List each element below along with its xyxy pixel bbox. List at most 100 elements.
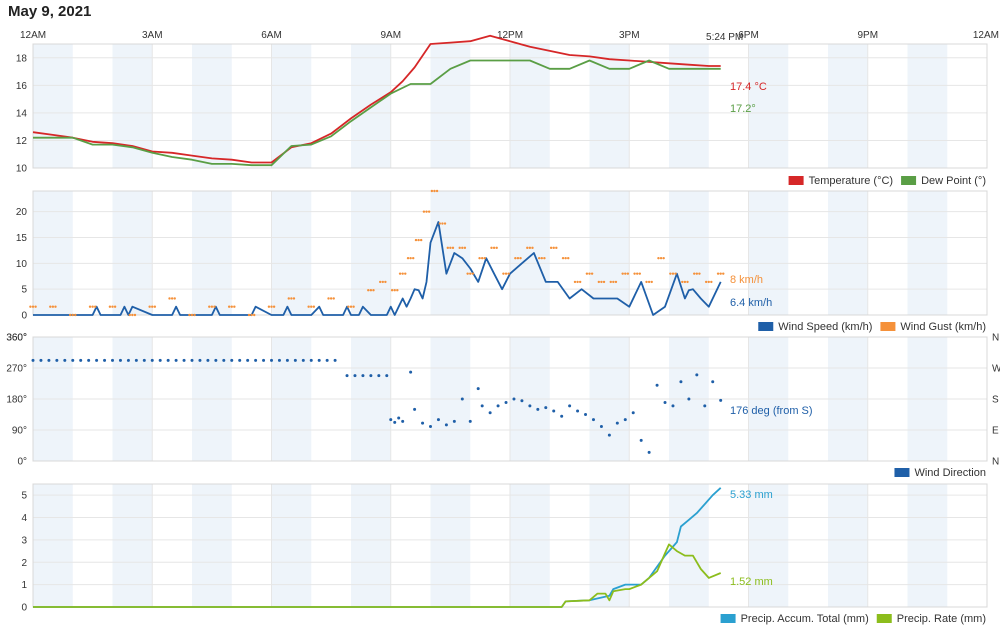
hour-band: [748, 484, 789, 607]
wind-gust-point: [614, 280, 618, 284]
wind-gust-point: [686, 280, 689, 284]
wind-gust-point: [693, 272, 696, 275]
wind-gust-point: [327, 297, 330, 300]
wind-gust-point: [719, 272, 722, 275]
wind-direction-point: [254, 358, 258, 362]
wind-direction-point: [413, 407, 417, 411]
wind-direction-point: [285, 358, 289, 362]
y-tick-label: 90°: [12, 426, 27, 437]
current-value-label: 8 km/h: [730, 274, 763, 286]
hour-band: [510, 484, 550, 607]
hour-band: [192, 484, 232, 607]
wind-direction-point: [182, 358, 186, 362]
hour-band: [748, 44, 789, 168]
wind-direction-point: [325, 358, 329, 362]
hour-label: 12AM: [20, 30, 46, 41]
wind-direction-point: [436, 418, 440, 422]
wind-gust-point: [435, 189, 439, 193]
wind-direction-point: [134, 358, 138, 362]
wind-gust-point: [707, 280, 710, 284]
wind-direction-point: [512, 397, 516, 401]
y-tick-label: 10: [16, 259, 28, 270]
wind-gust-point: [253, 313, 256, 317]
hour-band: [907, 191, 948, 315]
hour-band: [33, 191, 73, 315]
wind-direction-point: [238, 358, 242, 362]
wind-gust-point: [88, 305, 92, 308]
legend-label: Precip. Rate (mm): [897, 613, 986, 625]
compass-label: E: [992, 426, 999, 437]
dew-point-line: [33, 59, 721, 167]
hour-label: 3PM: [619, 30, 640, 41]
wind-direction-point: [55, 358, 59, 362]
date-heading: May 9, 2021: [8, 3, 91, 20]
wind-direction-point: [536, 407, 540, 411]
hour-band: [112, 484, 153, 607]
wind-gust-point: [528, 246, 532, 250]
wind-direction-point: [504, 400, 508, 404]
wind-gust-point: [409, 256, 412, 260]
wind-gust-point: [128, 313, 131, 317]
hour-band: [192, 191, 232, 315]
wind-gust-point: [624, 272, 627, 275]
wind-gust-point: [621, 272, 624, 275]
hour-label: 6AM: [261, 30, 282, 41]
wind-gust-point: [698, 272, 701, 275]
panel-frame: [32, 43, 988, 169]
wind-gust-point: [108, 305, 112, 308]
wind-gust-point: [29, 305, 32, 308]
wind-gust-point: [208, 305, 211, 308]
wind-direction-point: [496, 404, 500, 408]
wind-gust-point: [425, 210, 428, 213]
y-tick-label: 0°: [17, 457, 27, 468]
hour-band: [589, 44, 630, 168]
wind-gust-point: [480, 256, 484, 260]
wind-gust-point: [312, 305, 316, 308]
current-value-label: 17.2°: [730, 103, 756, 115]
wind-gust-point: [250, 313, 253, 317]
hour-band: [271, 191, 312, 315]
current-value-label: 1.52 mm: [730, 576, 773, 588]
wind-gust-point: [519, 256, 522, 260]
wind-direction-point: [198, 358, 202, 362]
wind-gust-point: [492, 246, 496, 250]
panel-frame: [32, 336, 988, 462]
wind-gust-point: [170, 297, 174, 300]
wind-direction-point: [222, 358, 226, 362]
wind-gust-point: [469, 272, 472, 275]
wind-direction-point: [552, 409, 556, 413]
wind-gust-point: [433, 189, 436, 193]
hour-label: 12AM: [973, 30, 999, 41]
wind-gust-point: [292, 297, 296, 300]
wind-gust-point: [31, 305, 35, 308]
current-value-label: 6.4 km/h: [730, 297, 772, 309]
wind-gust-point: [54, 305, 57, 308]
wind-gust-point: [94, 305, 97, 308]
wind-gust-point: [555, 246, 558, 250]
wind-gust-point: [131, 313, 134, 317]
wind-gust-point: [659, 256, 663, 260]
hour-band: [271, 44, 312, 168]
wind-direction-point: [158, 358, 162, 362]
wind-direction-point: [615, 421, 619, 425]
hour-label: 9AM: [380, 30, 401, 41]
wind-gust-point: [173, 297, 176, 300]
hour-label: 6PM: [738, 30, 759, 41]
wind-direction-point: [687, 397, 691, 401]
wind-gust-point: [443, 222, 447, 225]
legend-swatch: [901, 176, 917, 185]
wind-direction-point: [270, 358, 273, 362]
wind-direction-point: [333, 358, 337, 362]
wind-gust-point: [379, 280, 382, 284]
wind-gust-point: [514, 256, 517, 260]
wind-direction-point: [389, 418, 393, 422]
legend-swatch: [720, 614, 736, 623]
y-tick-label: 15: [16, 233, 28, 244]
hour-band: [510, 44, 550, 168]
wind-gust-point: [695, 272, 699, 275]
wind-gust-point: [233, 305, 236, 308]
current-value-label: 176 deg (from S): [730, 405, 813, 417]
wind-direction-point: [262, 358, 266, 362]
